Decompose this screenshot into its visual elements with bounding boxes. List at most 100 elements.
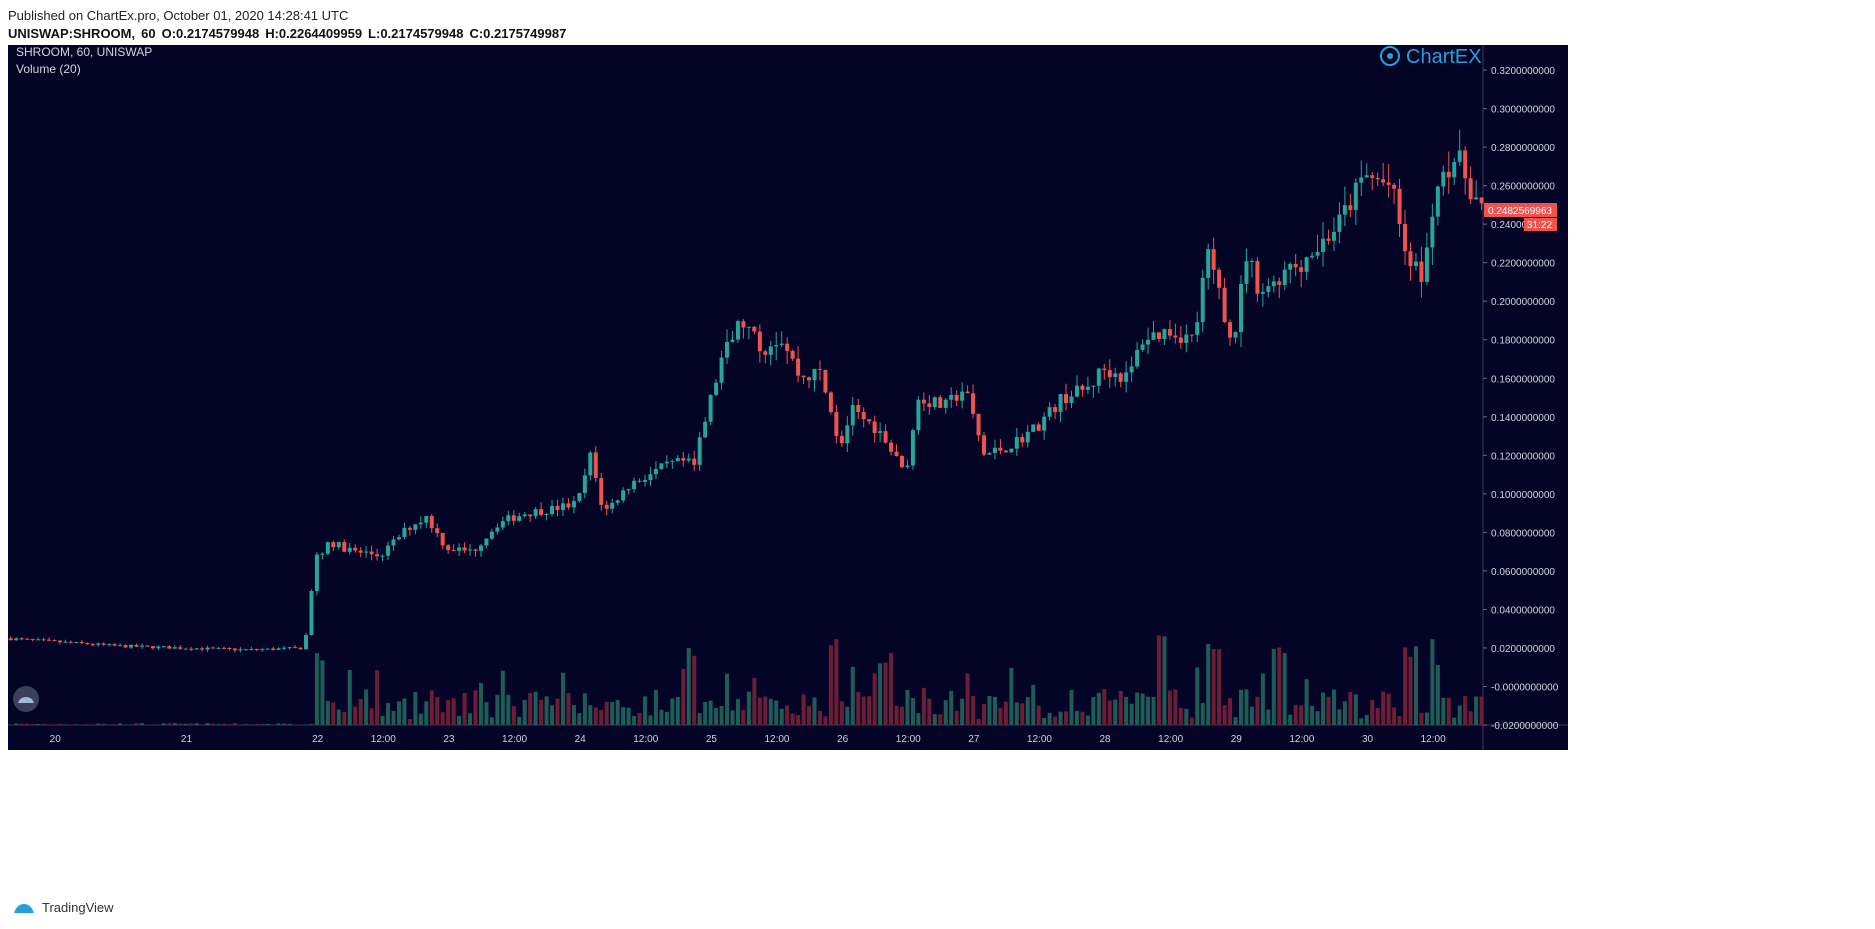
volume-bar xyxy=(1342,701,1347,725)
candle-body xyxy=(1206,249,1211,278)
volume-bar xyxy=(943,700,948,725)
candle-body xyxy=(68,641,73,643)
candle-body xyxy=(1058,394,1063,412)
candle-body xyxy=(369,551,374,555)
candle-body xyxy=(588,452,593,476)
candle-body xyxy=(653,468,658,475)
candle-body xyxy=(785,343,790,351)
volume-bar xyxy=(216,724,221,725)
volume-bar xyxy=(342,711,347,725)
candle-body xyxy=(1326,238,1331,241)
candle-body xyxy=(949,394,954,400)
volume-bar xyxy=(14,723,19,725)
volume-bar xyxy=(817,710,822,725)
volume-bar xyxy=(353,706,358,725)
candle-body xyxy=(478,545,483,551)
candle-body xyxy=(243,649,248,651)
candle-body xyxy=(14,638,19,641)
candle-body xyxy=(167,646,172,649)
candle-body xyxy=(1386,182,1391,185)
volume-bar xyxy=(1064,711,1069,725)
volume-bar xyxy=(1140,693,1145,725)
volume-bar xyxy=(790,713,795,725)
candle-body xyxy=(200,648,205,650)
candle-body xyxy=(889,442,894,452)
candle-body xyxy=(599,478,604,505)
candle-body xyxy=(610,502,615,509)
candle-body xyxy=(462,547,467,551)
volume-bar xyxy=(610,701,615,725)
candle-body xyxy=(1053,407,1058,412)
candle-body xyxy=(1189,334,1194,336)
volume-bar xyxy=(757,697,762,725)
volume-bar xyxy=(834,639,839,725)
candle-body xyxy=(801,375,806,378)
candle-body xyxy=(1435,186,1440,217)
candle-body xyxy=(440,533,445,546)
candle-body xyxy=(544,514,549,516)
candle-body xyxy=(774,344,779,347)
candle-body xyxy=(571,501,576,508)
volume-bar xyxy=(1359,718,1364,725)
candle-body xyxy=(227,648,232,650)
candle-body xyxy=(878,431,883,433)
volume-bar xyxy=(260,724,265,725)
candle-body xyxy=(533,509,538,517)
candle-body xyxy=(1102,368,1107,371)
candle-body xyxy=(145,645,150,647)
volume-bar xyxy=(1288,714,1293,725)
published-label: Published on ChartEx.pro, October 01, 20… xyxy=(8,8,349,23)
volume-bar xyxy=(112,724,117,725)
candle-body xyxy=(63,641,68,643)
candle-body xyxy=(1315,252,1320,256)
volume-bar xyxy=(899,706,904,725)
candle-body xyxy=(129,644,134,648)
x-tick-label: 22 xyxy=(312,734,324,745)
candle-body xyxy=(265,648,270,650)
candle-body xyxy=(282,647,287,649)
candle-body xyxy=(910,430,915,466)
x-tick-label: 12:00 xyxy=(1421,734,1446,745)
candle-body xyxy=(1036,424,1041,431)
volume-bar xyxy=(1238,689,1243,725)
candle-body xyxy=(189,648,194,650)
candle-body xyxy=(1228,322,1233,338)
y-tick-label: 0.1000000000 xyxy=(1491,490,1555,501)
volume-bar xyxy=(36,723,41,725)
candle-body xyxy=(1304,257,1309,272)
tradingview-watermark[interactable] xyxy=(13,686,39,712)
candle-body xyxy=(938,397,943,408)
candle-body xyxy=(982,435,987,455)
candle-body xyxy=(500,521,505,528)
candle-body xyxy=(139,645,144,647)
candle-body xyxy=(1091,385,1096,387)
candle-body xyxy=(927,403,932,408)
candle-body xyxy=(249,649,254,651)
volume-bar xyxy=(451,698,456,725)
volume-bar xyxy=(522,699,527,725)
candle-body xyxy=(1025,431,1030,443)
candle-body xyxy=(730,339,735,343)
candle-body xyxy=(670,461,675,463)
tradingview-label[interactable]: TradingView xyxy=(42,900,114,915)
price-chart[interactable]: 0.3200000000 0.3000000000 0.2800000000 0.26… xyxy=(8,45,1568,750)
candle-body xyxy=(47,639,52,641)
volume-bar xyxy=(550,705,555,725)
volume-bar xyxy=(1403,647,1408,725)
candle-body xyxy=(998,447,1003,451)
candles xyxy=(8,129,1484,653)
volume-bar xyxy=(1200,702,1205,725)
volume-bar xyxy=(599,710,604,725)
x-tick-label: 29 xyxy=(1231,734,1243,745)
volume-bar xyxy=(992,696,997,725)
volume-bar xyxy=(309,724,314,725)
candle-body xyxy=(1441,171,1446,187)
volume-bar xyxy=(982,704,987,725)
x-tick-label: 30 xyxy=(1362,734,1374,745)
candle-body xyxy=(686,458,691,461)
volume-bar xyxy=(473,690,478,725)
candle-body xyxy=(681,458,686,461)
volume-bar xyxy=(74,724,79,725)
volume-bar xyxy=(1408,656,1413,725)
candle-body xyxy=(987,453,992,455)
